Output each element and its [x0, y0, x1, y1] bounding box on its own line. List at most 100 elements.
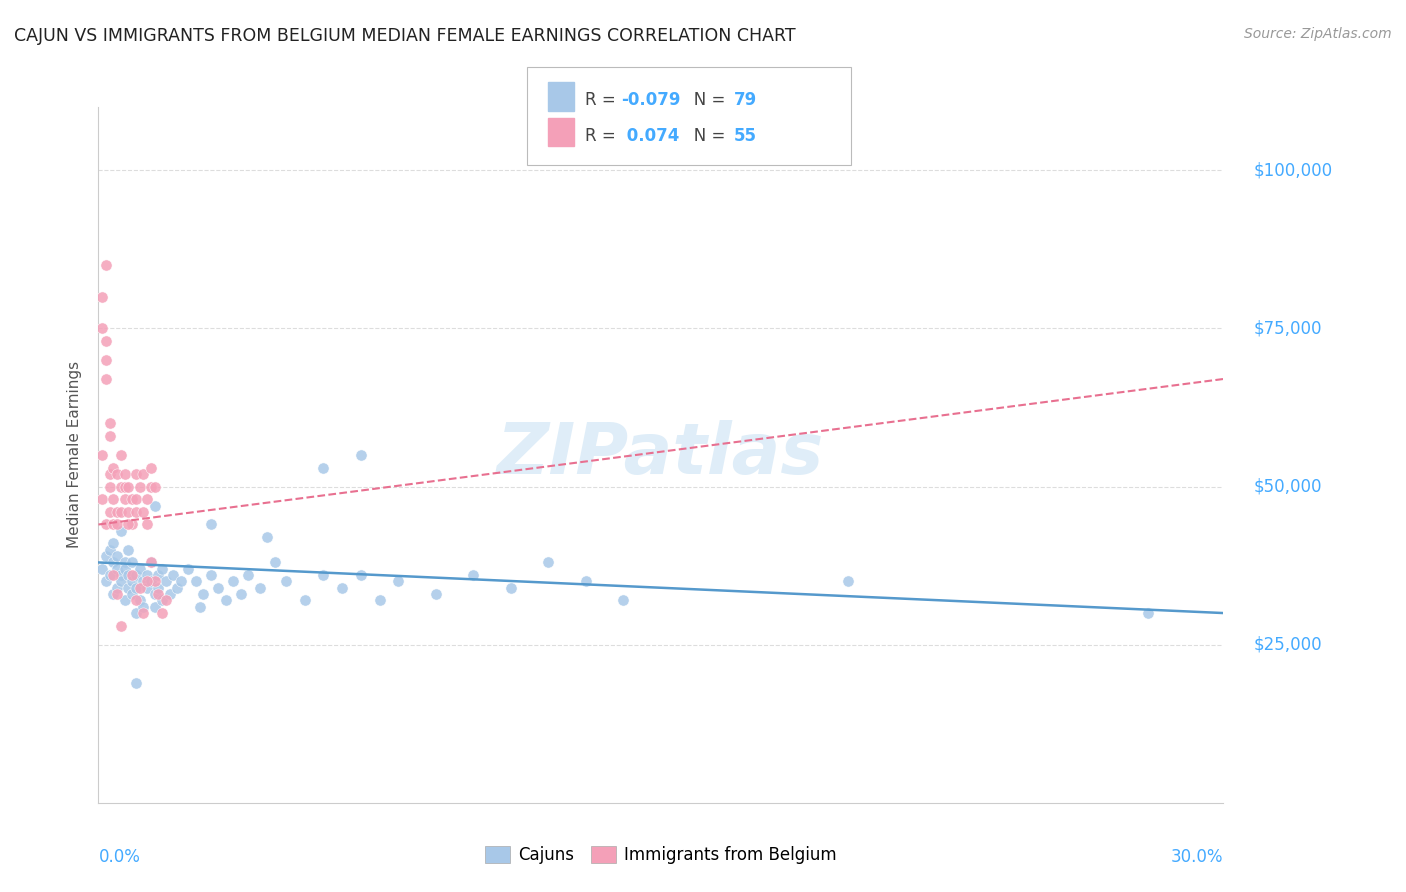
Point [139, 574, 162, 589]
Point [91, 290, 114, 304]
Point [110, 448, 132, 462]
Point [91, 562, 114, 576]
Point [143, 499, 166, 513]
Point [98, 417, 121, 431]
Point [121, 574, 143, 589]
Point [121, 568, 143, 582]
Point [117, 581, 139, 595]
Point [132, 574, 155, 589]
Point [177, 562, 200, 576]
Point [110, 618, 132, 632]
Point [193, 587, 215, 601]
Text: $100,000: $100,000 [1253, 161, 1333, 179]
Point [105, 581, 128, 595]
Point [132, 467, 155, 481]
Point [114, 593, 136, 607]
Point [105, 587, 128, 601]
Text: 79: 79 [734, 91, 758, 109]
Point [103, 556, 125, 570]
Point [238, 568, 260, 582]
Point [125, 467, 148, 481]
Point [170, 574, 193, 589]
Point [94, 574, 117, 589]
Point [117, 517, 139, 532]
Point [128, 581, 150, 595]
Point [200, 517, 222, 532]
Point [121, 517, 143, 532]
Point [117, 542, 139, 557]
Point [91, 492, 114, 507]
Text: ZIPatlas: ZIPatlas [498, 420, 824, 490]
Point [143, 587, 166, 601]
Point [94, 258, 117, 272]
Text: Source: ZipAtlas.com: Source: ZipAtlas.com [1244, 27, 1392, 41]
Point [148, 587, 170, 601]
Point [110, 479, 132, 493]
Point [110, 568, 132, 582]
Point [128, 593, 150, 607]
Point [105, 562, 128, 576]
Point [159, 587, 181, 601]
Text: 55: 55 [734, 127, 756, 145]
Point [249, 581, 271, 595]
Point [121, 587, 143, 601]
Point [114, 492, 136, 507]
Point [139, 556, 162, 570]
Point [150, 606, 173, 620]
Point [94, 517, 117, 532]
Text: N =: N = [678, 127, 730, 145]
Point [98, 568, 121, 582]
Point [184, 574, 207, 589]
Point [125, 581, 148, 595]
Text: 0.0%: 0.0% [98, 848, 141, 866]
Point [103, 587, 125, 601]
Point [136, 568, 159, 582]
Point [105, 467, 128, 481]
Point [117, 505, 139, 519]
Point [612, 593, 634, 607]
Y-axis label: Median Female Earnings: Median Female Earnings [67, 361, 83, 549]
Point [103, 536, 125, 550]
Point [136, 492, 159, 507]
Text: $50,000: $50,000 [1253, 477, 1322, 496]
Point [139, 479, 162, 493]
Point [125, 593, 148, 607]
Point [200, 568, 222, 582]
Text: -0.079: -0.079 [621, 91, 681, 109]
Point [330, 581, 353, 595]
Point [148, 568, 170, 582]
Point [425, 587, 447, 601]
Point [98, 467, 121, 481]
Point [103, 492, 125, 507]
Text: R =: R = [585, 91, 621, 109]
Point [150, 562, 173, 576]
Point [125, 606, 148, 620]
Point [188, 599, 211, 614]
Point [132, 606, 155, 620]
Point [143, 479, 166, 493]
Point [312, 568, 335, 582]
Point [387, 574, 409, 589]
Point [136, 581, 159, 595]
Point [155, 574, 177, 589]
Point [114, 562, 136, 576]
Point [368, 593, 391, 607]
Point [537, 556, 560, 570]
Point [110, 524, 132, 538]
Point [143, 574, 166, 589]
Point [91, 448, 114, 462]
Text: N =: N = [678, 91, 730, 109]
Text: 0.074: 0.074 [621, 127, 681, 145]
Point [207, 581, 229, 595]
Point [125, 492, 148, 507]
Point [105, 517, 128, 532]
Point [110, 574, 132, 589]
Point [150, 593, 173, 607]
Point [125, 675, 148, 690]
Point [256, 530, 278, 544]
Point [274, 574, 297, 589]
Point [125, 505, 148, 519]
Point [136, 517, 159, 532]
Point [114, 479, 136, 493]
Point [94, 353, 117, 368]
